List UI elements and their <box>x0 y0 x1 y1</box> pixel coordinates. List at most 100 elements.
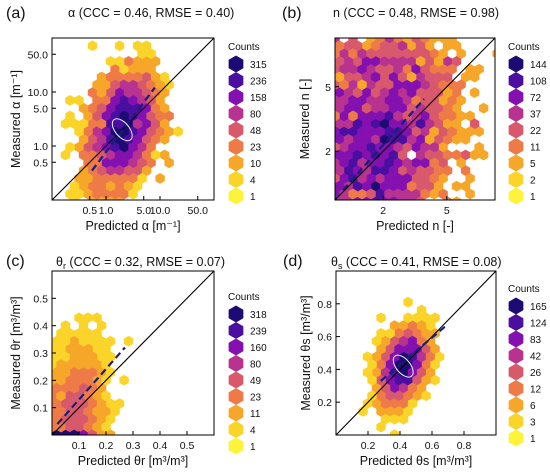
hex-bin <box>132 71 143 83</box>
hex-bin <box>173 126 183 138</box>
hex-bin <box>424 149 435 161</box>
hex-bin <box>326 275 335 285</box>
hex-bin <box>321 282 330 292</box>
hex-bin <box>124 25 133 35</box>
hex-bin <box>285 80 294 90</box>
hex-bin <box>380 243 389 253</box>
panel-letter: (d) <box>283 253 303 270</box>
hex-bin <box>456 94 466 106</box>
hex-bin <box>451 180 462 192</box>
legend-label: 37 <box>530 110 542 121</box>
hex-bin <box>398 25 407 35</box>
hex-bin <box>308 259 317 269</box>
hex-bin <box>317 165 326 175</box>
hex-bin <box>366 188 376 200</box>
legend-swatch <box>228 322 244 339</box>
hex-bin <box>452 25 461 35</box>
hex-bin <box>290 181 299 191</box>
legend-swatch <box>228 404 244 422</box>
hex-bin <box>321 173 330 183</box>
hex-bin <box>285 392 294 402</box>
hex-bin <box>362 25 371 35</box>
hex-bin <box>263 197 272 207</box>
hex-bin <box>331 236 340 246</box>
hex-bin <box>321 95 330 105</box>
hex-bin <box>340 298 349 308</box>
legend-title: Counts <box>508 284 540 295</box>
legend-label: 23 <box>250 393 262 404</box>
hex-bin <box>263 290 272 300</box>
hex-bin <box>406 165 417 177</box>
hex-bin <box>367 220 376 230</box>
hex-bin <box>353 228 362 238</box>
legend-label: 22 <box>530 126 542 137</box>
hex-bin <box>335 74 336 80</box>
hex-bin <box>119 374 129 386</box>
chart-title: n (CCC = 0.48, RMSE = 0.98) <box>333 6 499 20</box>
hex-bin <box>87 40 98 52</box>
y-tick-label: 0.5 <box>33 157 48 169</box>
hex-bin <box>335 0 344 4</box>
hex-bin <box>303 267 312 277</box>
hex-bin <box>362 0 371 4</box>
y-tick-label: 0.2 <box>317 397 332 409</box>
y-tick-label: 2 <box>325 146 331 158</box>
hex-bin <box>478 102 489 114</box>
hex-bin <box>367 204 376 214</box>
hex-bin <box>352 40 363 52</box>
y-tick-label: 1.0 <box>33 141 48 153</box>
hex-bin <box>469 71 480 83</box>
hex-bin <box>317 212 326 222</box>
hex-bin <box>303 48 312 58</box>
legend-swatch <box>228 355 244 372</box>
hex-bin <box>394 204 403 214</box>
legend-swatch <box>228 421 244 438</box>
legend-swatch <box>228 88 244 106</box>
hex-bin <box>123 335 134 347</box>
hex-bin <box>331 220 340 230</box>
hex-bin <box>443 25 452 35</box>
legend-swatch <box>508 138 524 155</box>
x-tick-label: 10.0 <box>150 205 171 217</box>
hex-bin <box>371 243 380 253</box>
hex-bin <box>362 290 371 300</box>
hex-bin <box>326 228 335 238</box>
x-tick-label: 0.6 <box>425 440 440 452</box>
hex-bin <box>321 220 330 230</box>
hex-bin <box>78 149 89 161</box>
hex-bin <box>349 220 358 230</box>
hex-bin <box>285 204 294 214</box>
hex-bin <box>299 165 308 175</box>
hex-bin <box>321 251 330 261</box>
hex-bin <box>317 119 326 129</box>
hex-bin <box>439 236 448 246</box>
hex-bin <box>469 87 480 99</box>
hex-bin <box>375 38 385 44</box>
hex-bin <box>105 71 116 83</box>
legend-label: 239 <box>250 327 267 338</box>
hex-bin <box>389 0 398 4</box>
hex-bin <box>433 180 444 192</box>
y-tick-label: 0.2 <box>33 375 48 387</box>
hex-bin <box>433 165 444 177</box>
hex-bin <box>123 165 134 177</box>
hex-bin <box>308 56 317 66</box>
legend-title: Counts <box>228 292 260 303</box>
hex-bin <box>361 102 372 114</box>
legend-swatch <box>228 305 244 323</box>
hex-bin <box>407 275 416 285</box>
hex-bin <box>285 189 294 199</box>
x-tick-label: 0.5 <box>82 205 97 217</box>
chart-panel: (a) α (CCC = 0.46, RMSE = 0.40)0.5 1.0 5.01… <box>6 5 267 233</box>
y-axis-label: Measured n [-] <box>298 79 312 160</box>
hex-bin <box>416 290 425 300</box>
hex-bin <box>357 172 367 184</box>
hex-bin <box>321 64 330 74</box>
hex-bin <box>312 173 321 183</box>
hexbin-layer <box>254 0 495 402</box>
hex-bin <box>403 405 413 417</box>
hex-bin <box>285 173 294 183</box>
legend-swatch <box>508 314 524 331</box>
hex-bin <box>290 165 299 175</box>
hex-bin <box>254 275 263 285</box>
